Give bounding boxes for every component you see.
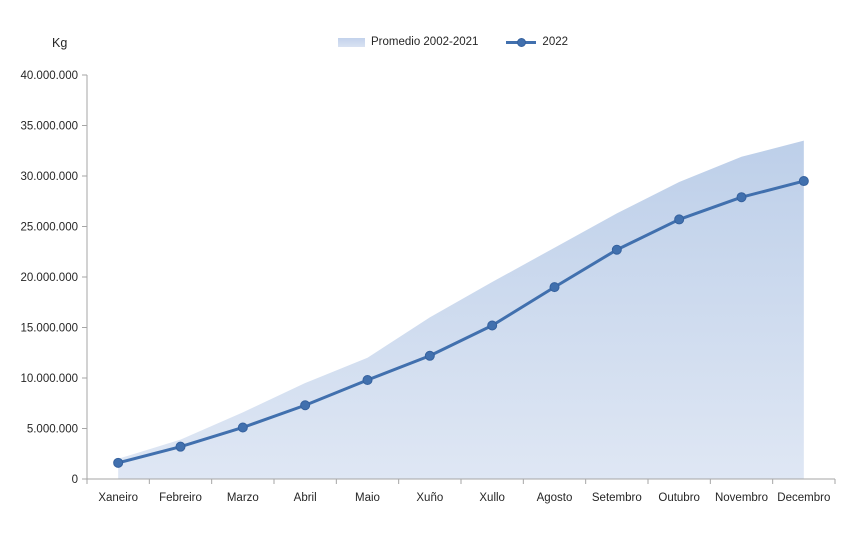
y-tick-label: 35.000.000 — [20, 121, 78, 133]
legend: Promedio 2002-2021 2022 — [338, 36, 568, 48]
data-point-marker — [736, 192, 747, 203]
x-tick-label: Maio — [355, 492, 380, 504]
y-tick-label: 5.000.000 — [27, 424, 78, 436]
y-tick-label: 25.000.000 — [20, 222, 78, 234]
legend-item-2022: 2022 — [506, 36, 568, 48]
area-swatch-icon — [338, 37, 365, 47]
y-tick-label: 40.000.000 — [20, 70, 78, 82]
data-point-marker — [175, 441, 186, 452]
x-tick-label: Decembro — [777, 492, 830, 504]
data-point-marker — [362, 375, 373, 386]
x-tick-label: Abril — [294, 492, 317, 504]
y-tick-label: 10.000.000 — [20, 373, 78, 385]
data-point-marker — [424, 350, 435, 361]
x-tick-label: Agosto — [537, 492, 573, 504]
legend-item-promedio: Promedio 2002-2021 — [338, 36, 478, 48]
legend-label-2022: 2022 — [542, 36, 569, 48]
legend-label-promedio: Promedio 2002-2021 — [371, 36, 479, 48]
x-tick-label: Outubro — [658, 492, 700, 504]
x-tick-label: Setembro — [592, 492, 642, 504]
x-tick-label: Febreiro — [159, 492, 202, 504]
x-tick-label: Novembro — [715, 492, 768, 504]
data-point-marker — [611, 244, 622, 255]
line-series-2022 — [116, 179, 806, 465]
area-series-promedio — [118, 140, 804, 479]
data-point-marker — [300, 400, 311, 411]
y-axis-title: Kg — [52, 36, 68, 50]
data-point-marker — [798, 176, 809, 187]
x-tick-label: Xaneiro — [98, 492, 138, 504]
data-point-marker — [549, 282, 560, 293]
x-tick-label: Xuño — [416, 492, 443, 504]
y-tick-label: 30.000.000 — [20, 171, 78, 183]
y-tick-label: 0 — [72, 474, 78, 486]
y-tick-label: 15.000.000 — [20, 323, 78, 335]
x-tick-label: Xullo — [479, 492, 505, 504]
data-point-marker — [237, 422, 248, 433]
data-point-marker — [674, 214, 685, 225]
data-point-marker — [487, 320, 498, 331]
line-swatch-icon — [506, 37, 537, 47]
x-tick-label: Marzo — [227, 492, 259, 504]
data-point-marker — [113, 457, 124, 468]
y-tick-label: 20.000.000 — [20, 272, 78, 284]
